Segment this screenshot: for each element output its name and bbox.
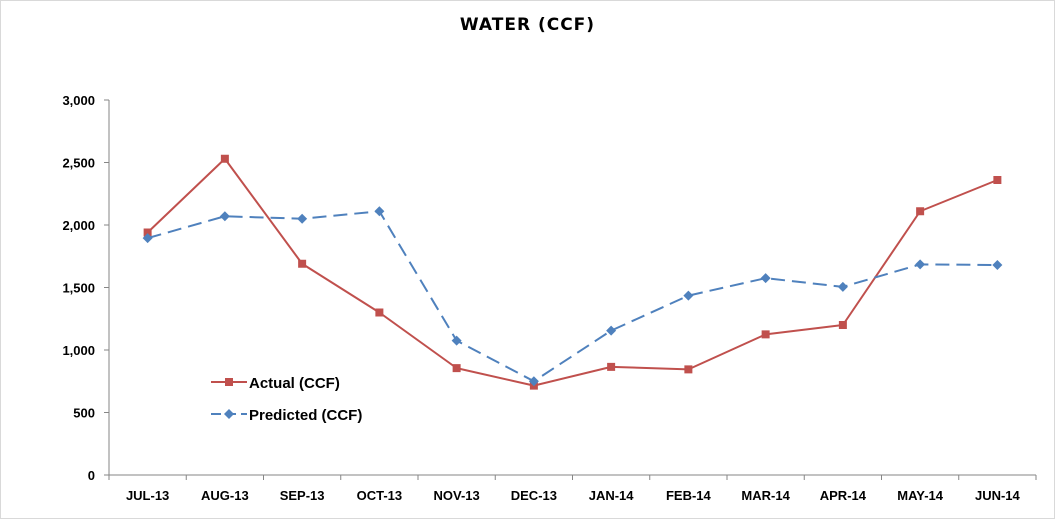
data-point-actual bbox=[452, 364, 461, 373]
data-point-predicted bbox=[297, 213, 308, 224]
x-tick-label: JUN-14 bbox=[975, 488, 1021, 503]
data-point-actual bbox=[684, 365, 693, 374]
x-tick-label: MAY-14 bbox=[897, 488, 944, 503]
legend-marker-actual bbox=[225, 378, 233, 386]
data-point-predicted bbox=[528, 376, 539, 387]
data-point-predicted bbox=[760, 273, 771, 284]
y-tick-label: 2,000 bbox=[62, 218, 95, 233]
x-tick-label: OCT-13 bbox=[357, 488, 403, 503]
chart-title: WATER (CCF) bbox=[459, 15, 596, 35]
legend-marker-predicted bbox=[224, 409, 234, 419]
x-tick-label: MAR-14 bbox=[741, 488, 790, 503]
legend-label-0: Actual (CCF) bbox=[249, 375, 340, 392]
data-point-predicted bbox=[451, 335, 462, 346]
data-point-predicted bbox=[915, 259, 926, 270]
y-tick-label: 2,500 bbox=[62, 156, 95, 171]
data-point-actual bbox=[838, 321, 847, 329]
data-point-predicted bbox=[683, 290, 694, 301]
x-tick-label: NOV-13 bbox=[434, 488, 480, 503]
data-point-actual bbox=[607, 362, 616, 371]
x-tick-label: APR-14 bbox=[820, 488, 867, 503]
data-point-predicted bbox=[837, 281, 848, 292]
data-point-predicted bbox=[992, 260, 1003, 270]
y-tick-label: 0 bbox=[88, 468, 95, 483]
y-tick-label: 1,000 bbox=[62, 343, 95, 358]
series-line-1 bbox=[147, 210, 998, 383]
data-point-predicted bbox=[606, 325, 617, 336]
data-point-actual bbox=[993, 176, 1002, 184]
data-point-predicted bbox=[142, 233, 153, 244]
x-tick-label: SEP-13 bbox=[280, 488, 325, 503]
data-point-predicted bbox=[374, 206, 385, 217]
legend-label-1: Predicted (CCF) bbox=[249, 407, 362, 424]
data-point-actual bbox=[761, 330, 770, 339]
y-tick-label: 500 bbox=[73, 406, 95, 421]
y-tick-label: 3,000 bbox=[62, 93, 95, 108]
x-tick-label: JAN-14 bbox=[589, 488, 635, 503]
x-tick-label: JUL-13 bbox=[126, 488, 169, 503]
y-tick-label: 1,500 bbox=[62, 281, 95, 296]
data-point-predicted bbox=[219, 211, 230, 222]
data-point-actual bbox=[375, 308, 384, 317]
x-tick-label: DEC-13 bbox=[511, 488, 557, 503]
data-point-actual bbox=[220, 154, 229, 163]
x-tick-label: AUG-13 bbox=[201, 488, 249, 503]
data-point-actual bbox=[916, 207, 925, 216]
data-point-actual bbox=[143, 228, 152, 237]
data-point-actual bbox=[298, 259, 307, 268]
series-line-0 bbox=[146, 157, 998, 387]
x-tick-label: FEB-14 bbox=[666, 488, 712, 503]
